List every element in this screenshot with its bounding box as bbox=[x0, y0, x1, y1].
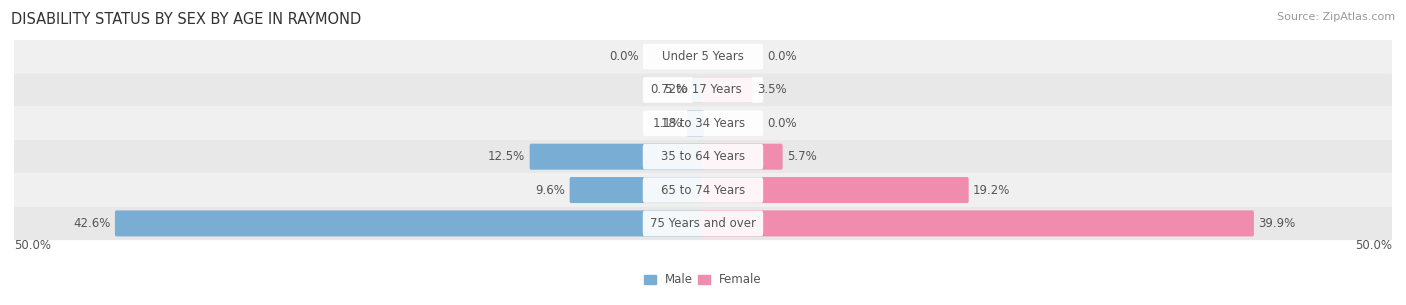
Text: 35 to 64 Years: 35 to 64 Years bbox=[661, 150, 745, 163]
FancyBboxPatch shape bbox=[569, 177, 704, 203]
Text: 9.6%: 9.6% bbox=[536, 184, 565, 196]
Text: 0.0%: 0.0% bbox=[768, 117, 797, 130]
FancyBboxPatch shape bbox=[115, 210, 704, 236]
FancyBboxPatch shape bbox=[686, 110, 704, 136]
FancyBboxPatch shape bbox=[643, 110, 763, 136]
FancyBboxPatch shape bbox=[702, 210, 1254, 236]
Text: 12.5%: 12.5% bbox=[488, 150, 526, 163]
FancyBboxPatch shape bbox=[14, 140, 1392, 173]
Text: 39.9%: 39.9% bbox=[1258, 217, 1295, 230]
FancyBboxPatch shape bbox=[14, 173, 1392, 207]
FancyBboxPatch shape bbox=[14, 73, 1392, 107]
FancyBboxPatch shape bbox=[643, 144, 763, 170]
Text: DISABILITY STATUS BY SEX BY AGE IN RAYMOND: DISABILITY STATUS BY SEX BY AGE IN RAYMO… bbox=[11, 12, 361, 27]
FancyBboxPatch shape bbox=[643, 211, 763, 236]
FancyBboxPatch shape bbox=[702, 144, 783, 170]
Text: 42.6%: 42.6% bbox=[73, 217, 111, 230]
Text: 5.7%: 5.7% bbox=[787, 150, 817, 163]
Text: 0.72%: 0.72% bbox=[651, 84, 688, 96]
Text: 18 to 34 Years: 18 to 34 Years bbox=[661, 117, 745, 130]
Text: Under 5 Years: Under 5 Years bbox=[662, 50, 744, 63]
FancyBboxPatch shape bbox=[643, 44, 763, 70]
Text: 65 to 74 Years: 65 to 74 Years bbox=[661, 184, 745, 196]
Text: 1.1%: 1.1% bbox=[652, 117, 682, 130]
FancyBboxPatch shape bbox=[643, 77, 763, 103]
FancyBboxPatch shape bbox=[643, 177, 763, 203]
Text: 75 Years and over: 75 Years and over bbox=[650, 217, 756, 230]
FancyBboxPatch shape bbox=[692, 77, 704, 103]
Text: 5 to 17 Years: 5 to 17 Years bbox=[665, 84, 741, 96]
Text: 0.0%: 0.0% bbox=[768, 50, 797, 63]
Text: 19.2%: 19.2% bbox=[973, 184, 1011, 196]
FancyBboxPatch shape bbox=[702, 77, 752, 103]
FancyBboxPatch shape bbox=[14, 207, 1392, 240]
FancyBboxPatch shape bbox=[530, 144, 704, 170]
Text: 0.0%: 0.0% bbox=[609, 50, 638, 63]
Legend: Male, Female: Male, Female bbox=[640, 269, 766, 291]
FancyBboxPatch shape bbox=[702, 177, 969, 203]
FancyBboxPatch shape bbox=[14, 40, 1392, 73]
Text: Source: ZipAtlas.com: Source: ZipAtlas.com bbox=[1277, 12, 1395, 22]
Text: 50.0%: 50.0% bbox=[14, 239, 51, 252]
Text: 50.0%: 50.0% bbox=[1355, 239, 1392, 252]
Text: 3.5%: 3.5% bbox=[756, 84, 786, 96]
FancyBboxPatch shape bbox=[14, 107, 1392, 140]
